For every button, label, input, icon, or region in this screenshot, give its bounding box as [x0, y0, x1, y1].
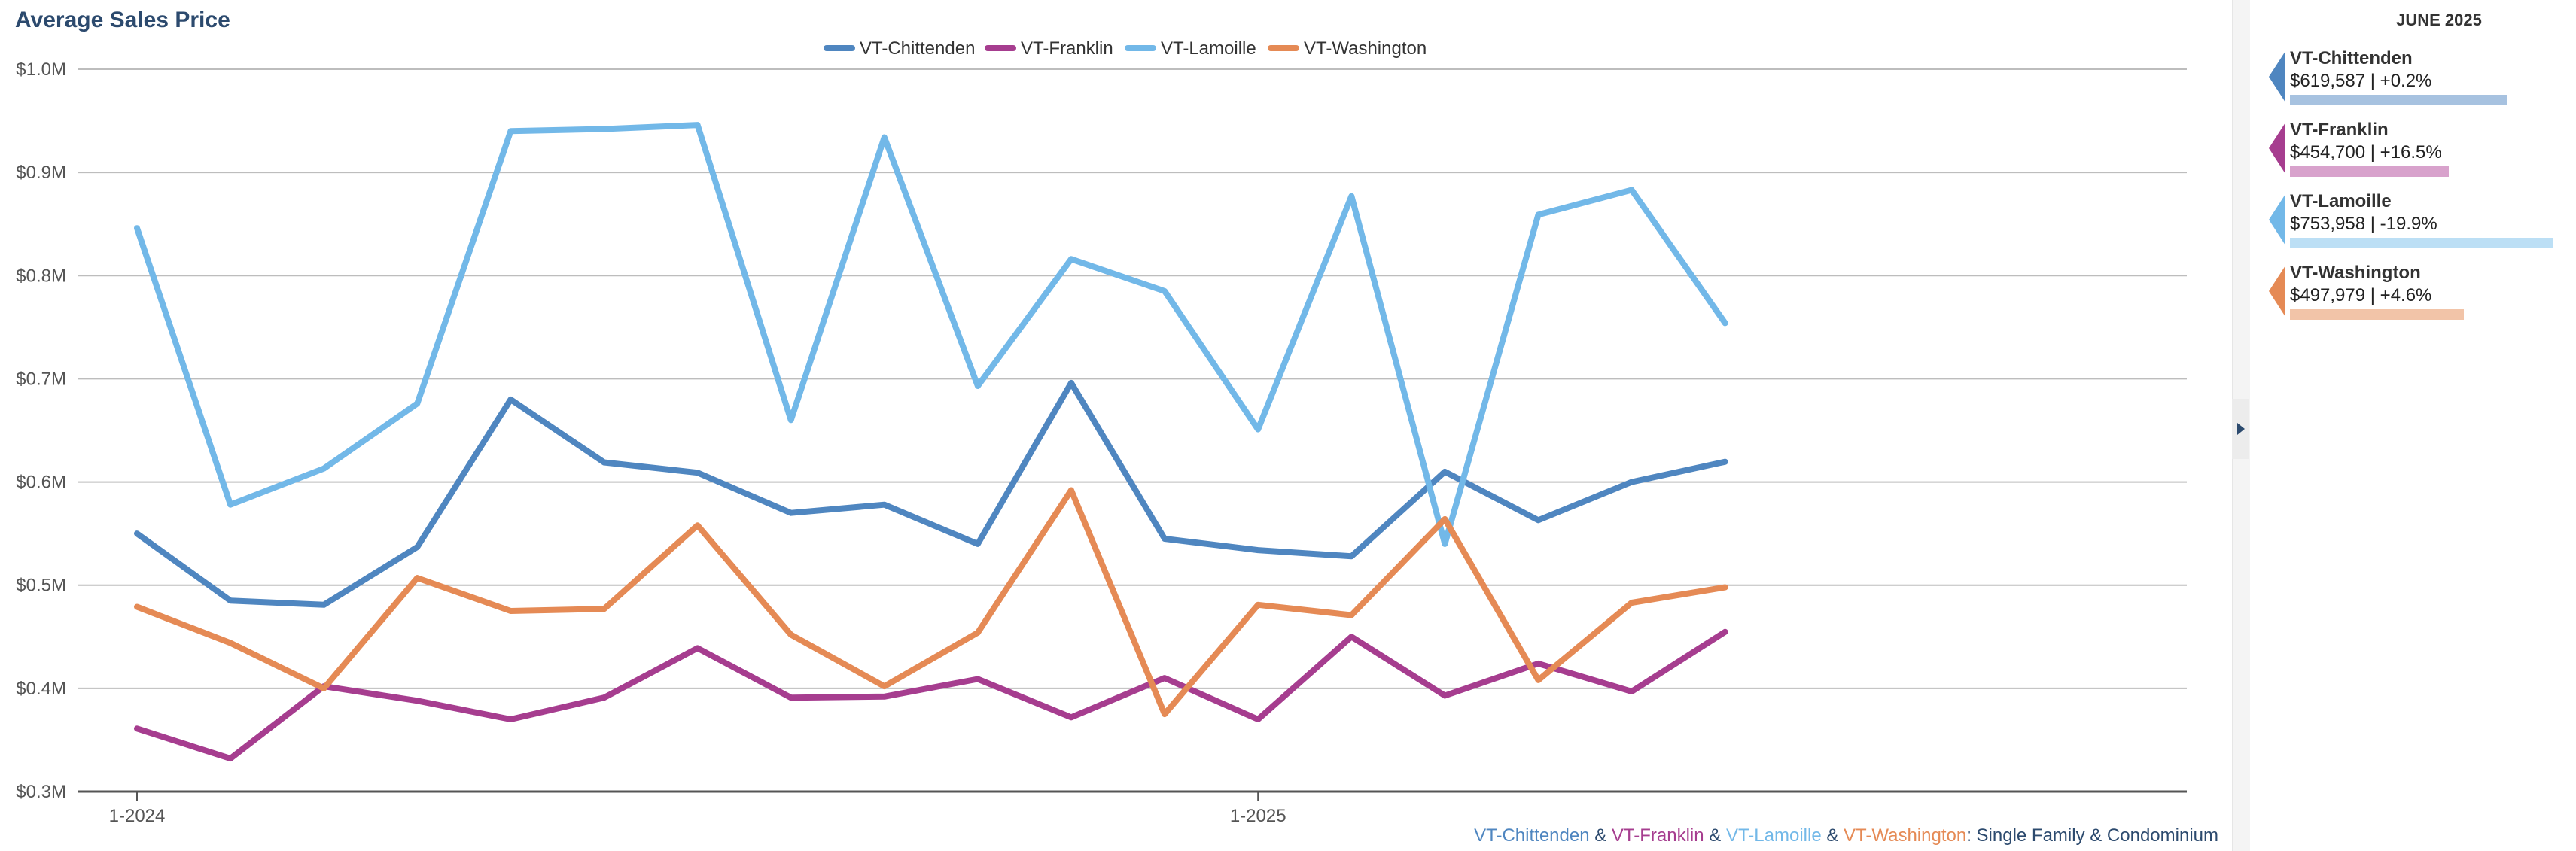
legend-item[interactable]: VT-Chittenden [860, 38, 975, 59]
y-tick-label: $0.7M [16, 369, 66, 389]
card-name: VT-Washington [2290, 263, 2421, 283]
footer-part: VT-Franklin [1612, 825, 1704, 846]
legend-item[interactable]: VT-Franklin [1021, 38, 1113, 59]
y-tick-label: $0.6M [16, 473, 66, 493]
y-tick-label: $0.9M [16, 163, 66, 183]
chart-legend: VT-Chittenden VT-Franklin VT-Lamoille VT-Wa… [824, 38, 1427, 59]
panel-header: JUNE 2025 [2396, 11, 2482, 29]
y-tick-label: $0.5M [16, 576, 66, 596]
summary-card[interactable]: VT-Chittenden $619,587 | +0.2% [2266, 48, 2567, 114]
card-name: VT-Franklin [2290, 120, 2389, 140]
legend-item[interactable]: VT-Lamoille [1161, 38, 1256, 59]
y-tick-label: $0.8M [16, 266, 66, 286]
card-value-bar [2290, 309, 2465, 320]
y-tick-label: $0.4M [16, 679, 66, 699]
card-value: $619,587 | +0.2% [2290, 71, 2432, 91]
series-line-vt-lamoille[interactable] [134, 122, 1728, 547]
card-value-bar [2290, 166, 2450, 177]
series-group [134, 122, 1728, 762]
footer-part: VT-Chittenden [1474, 825, 1589, 846]
x-tick-label: 1-2025 [1230, 806, 1286, 826]
card-value: $454,700 | +16.5% [2290, 142, 2442, 163]
chevron-right-icon [2237, 423, 2245, 435]
card-value: $497,979 | +4.6% [2290, 285, 2432, 305]
y-tick-label: $1.0M [16, 59, 66, 80]
footer-part: & [1822, 825, 1844, 846]
card-value: $753,958 | -19.9% [2290, 214, 2437, 234]
collapse-panel-toggle[interactable] [2232, 399, 2249, 459]
y-tick-label: $0.3M [16, 782, 66, 802]
footer-part: & [1590, 825, 1612, 846]
series-marker-icon [2269, 123, 2285, 174]
footer-part: VT-Washington [1844, 825, 1966, 846]
x-axis: 1-2024 1-2025 [78, 790, 2187, 826]
summary-card[interactable]: VT-Lamoille $753,958 | -19.9% [2266, 191, 2567, 257]
series-marker-icon [2269, 194, 2285, 245]
series-line-vt-chittenden[interactable] [134, 379, 1728, 608]
chart-title: Average Sales Price [15, 8, 230, 32]
x-tick-label: 1-2024 [109, 806, 166, 826]
series-marker-icon [2269, 266, 2285, 317]
card-name: VT-Lamoille [2290, 191, 2392, 211]
footer-part: & [1704, 825, 1726, 846]
series-line-vt-washington[interactable] [134, 487, 1728, 718]
chart-footer: VT-Chittenden & VT-Franklin & VT-Lamoill… [1474, 825, 2218, 846]
card-value-bar [2290, 95, 2507, 105]
footer-part: VT-Lamoille [1726, 825, 1822, 846]
card-name: VT-Chittenden [2290, 48, 2413, 68]
series-marker-icon [2269, 51, 2285, 102]
summary-card[interactable]: VT-Franklin $454,700 | +16.5% [2266, 120, 2567, 186]
footer-part: : Single Family & Condominium [1966, 825, 2218, 846]
summary-card[interactable]: VT-Washington $497,979 | +4.6% [2266, 263, 2567, 329]
series-line-vt-franklin[interactable] [134, 628, 1728, 762]
line-chart: Average Sales Price VT-Chittenden VT-Fran… [15, 8, 2218, 846]
legend-item[interactable]: VT-Washington [1304, 38, 1427, 59]
card-value-bar [2290, 238, 2553, 248]
